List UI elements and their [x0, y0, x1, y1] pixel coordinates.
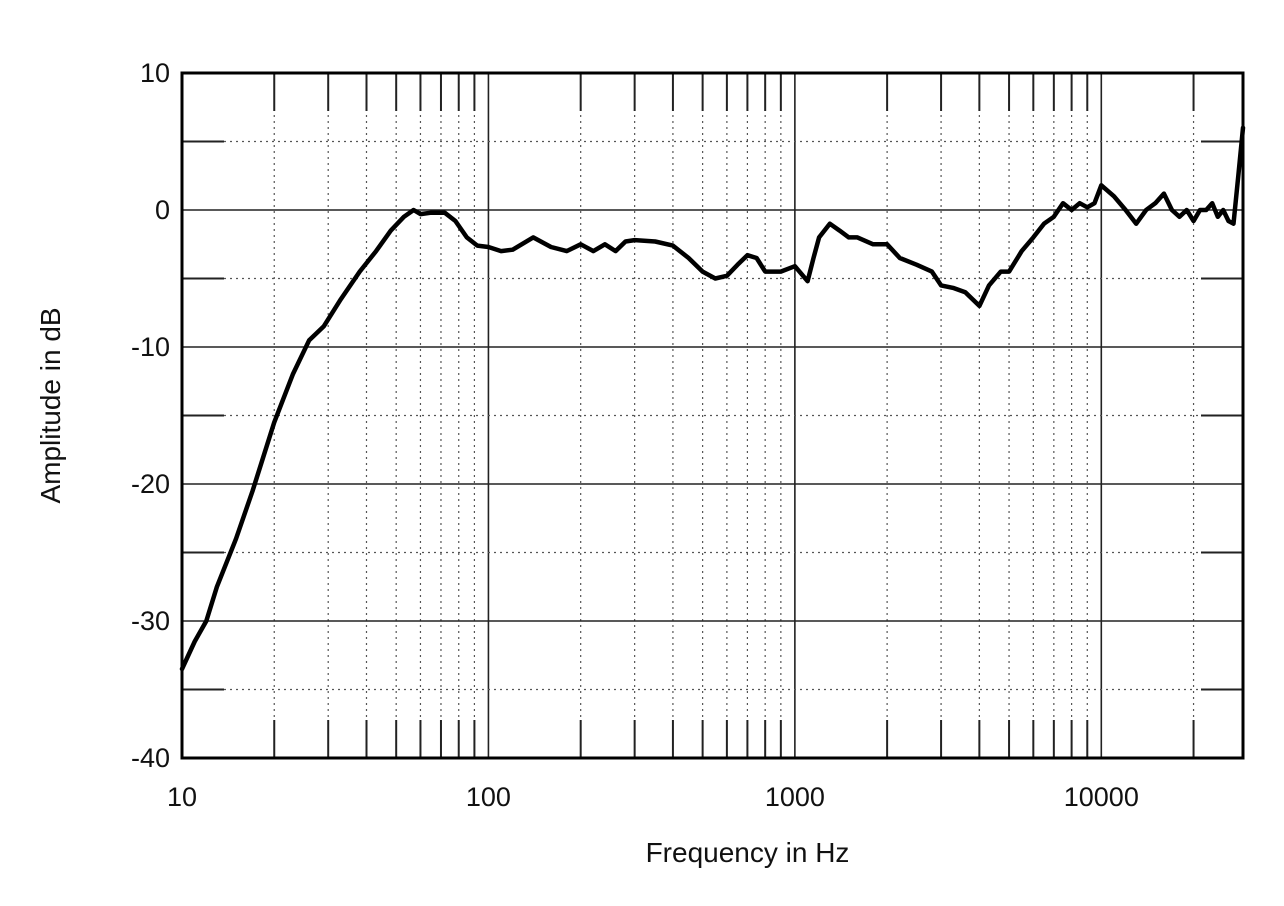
y-axis-title: Amplitude in dB	[35, 307, 66, 503]
x-tick-label: 100	[466, 782, 511, 812]
x-axis-title: Frequency in Hz	[646, 837, 850, 868]
y-tick-label: -30	[131, 606, 170, 636]
y-tick-label: 0	[155, 195, 170, 225]
y-tick-labels: 10 0 -10 -20 -30 -40	[131, 58, 170, 773]
x-tick-labels: 10 100 1000 10000	[167, 782, 1139, 812]
x-tick-label: 1000	[765, 782, 825, 812]
y-tick-label: -20	[131, 469, 170, 499]
y-tick-label: -40	[131, 743, 170, 773]
series-line-0	[179, 125, 1246, 672]
x-tick-label: 10	[167, 782, 197, 812]
grid	[182, 73, 1243, 758]
x-tick-label: 10000	[1064, 782, 1139, 812]
curve-layer	[179, 125, 1246, 672]
plot-frame	[180, 71, 1245, 760]
y-tick-label: -10	[131, 332, 170, 362]
y-tick-label: 10	[140, 58, 170, 88]
